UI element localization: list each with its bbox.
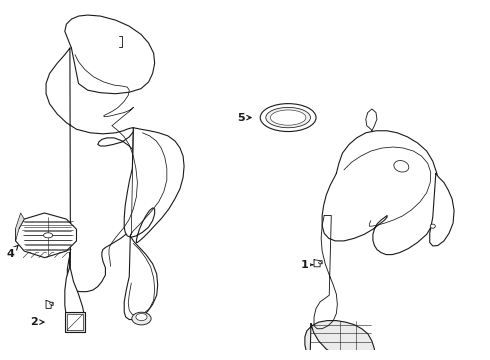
Polygon shape (65, 312, 85, 332)
Ellipse shape (394, 161, 409, 172)
Polygon shape (65, 253, 85, 332)
Polygon shape (430, 174, 454, 246)
Polygon shape (124, 128, 184, 242)
Ellipse shape (260, 104, 316, 131)
Text: 4: 4 (6, 246, 18, 258)
Polygon shape (67, 315, 83, 330)
Ellipse shape (132, 312, 151, 325)
Text: 3: 3 (0, 359, 1, 360)
Polygon shape (314, 216, 338, 329)
Polygon shape (124, 236, 158, 320)
Polygon shape (366, 109, 377, 131)
Ellipse shape (44, 233, 52, 238)
Text: 1: 1 (301, 260, 313, 270)
Polygon shape (46, 300, 53, 309)
Polygon shape (314, 260, 322, 267)
Polygon shape (65, 15, 155, 94)
Text: 5: 5 (237, 113, 251, 122)
Ellipse shape (430, 224, 435, 228)
Polygon shape (305, 321, 374, 360)
Ellipse shape (266, 107, 311, 128)
Ellipse shape (49, 302, 52, 304)
Polygon shape (322, 131, 439, 255)
Polygon shape (16, 213, 24, 241)
Ellipse shape (270, 110, 306, 125)
Ellipse shape (318, 262, 321, 264)
Ellipse shape (136, 314, 147, 321)
Polygon shape (16, 213, 76, 258)
Polygon shape (46, 48, 146, 292)
Text: 2: 2 (30, 317, 44, 327)
